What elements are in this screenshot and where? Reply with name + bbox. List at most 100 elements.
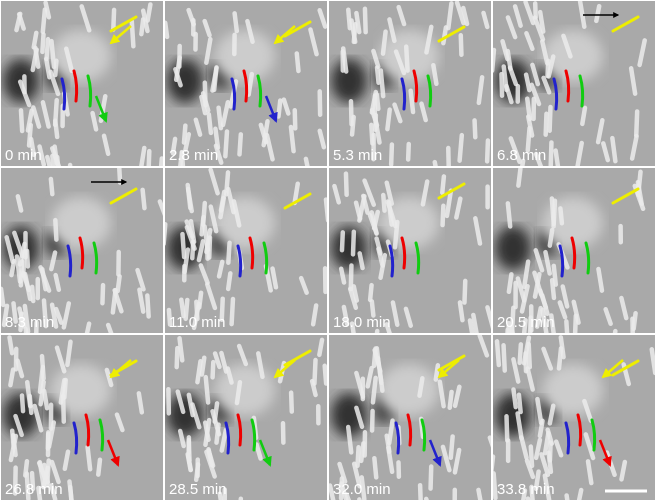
bacterium: [51, 179, 52, 194]
time-label: 20.5 min: [497, 314, 555, 331]
bacterium: [636, 111, 637, 135]
time-label: 5.3 min: [333, 147, 382, 164]
bacterium: [219, 108, 221, 128]
bacterium: [460, 302, 463, 320]
bacterium: [526, 75, 529, 90]
bacterium: [35, 48, 38, 67]
bacterium: [228, 273, 230, 289]
bacterium: [351, 101, 352, 124]
bacterium: [148, 4, 151, 20]
bacterium: [448, 3, 451, 28]
bacterium: [518, 169, 520, 186]
bacterium: [1, 289, 3, 305]
bacterium: [18, 196, 21, 210]
bacterium: [297, 53, 299, 71]
bacterium: [42, 34, 43, 51]
bacterium: [596, 6, 599, 21]
bacterium: [475, 120, 476, 137]
bacterium: [420, 378, 423, 395]
panel: 32.0 min: [329, 335, 497, 502]
bacterium: [102, 285, 103, 303]
bacterium: [25, 461, 27, 475]
bacterium: [291, 393, 292, 412]
time-label: 0 min: [5, 147, 42, 164]
time-lapse-figure: 0 min2.8 min5.3 min6.8 min8.3 min11.0 mi…: [0, 0, 656, 502]
bacterium: [361, 443, 363, 461]
bacterium: [21, 110, 22, 131]
bacterium: [180, 338, 183, 360]
bacterium: [442, 176, 444, 192]
bacterium: [436, 365, 438, 379]
bacterium: [139, 393, 142, 412]
bacterium: [346, 174, 347, 195]
bacterium: [56, 275, 59, 290]
bacterium: [464, 281, 465, 303]
bacterium: [408, 144, 409, 159]
panel-content: [164, 168, 328, 333]
bacterium: [497, 341, 499, 365]
bacterium: [165, 23, 167, 37]
bacterium: [177, 348, 178, 367]
bacterium: [531, 447, 532, 466]
bacterium: [365, 9, 366, 32]
bacterium: [507, 416, 508, 440]
bacterium: [504, 345, 505, 370]
bacterium: [540, 421, 543, 436]
bacterium: [291, 127, 294, 151]
time-label: 11.0 min: [169, 314, 225, 331]
bacterium: [560, 208, 562, 223]
bacterium: [360, 253, 363, 268]
bacterium: [216, 425, 218, 443]
panel-content: [1, 335, 163, 502]
bacterium: [44, 391, 47, 408]
bacterium: [202, 217, 204, 234]
bacterium: [504, 67, 507, 90]
bacterium: [189, 440, 190, 460]
bacterium: [612, 138, 615, 161]
bacterium: [119, 168, 120, 183]
bacterium: [70, 487, 72, 502]
bacterium: [65, 452, 68, 469]
bacterium: [67, 342, 70, 365]
bacterium: [548, 61, 549, 76]
bacterium: [343, 48, 346, 71]
bacterium: [550, 107, 551, 131]
bacterium: [249, 74, 252, 95]
bacterium: [353, 232, 354, 255]
time-label: 26.8 min: [5, 481, 63, 498]
bacterium: [118, 276, 120, 291]
panel: 2.8 min: [165, 1, 327, 177]
time-label: 8.3 min: [5, 314, 54, 331]
bacterium: [370, 285, 371, 300]
bacterium: [239, 134, 240, 154]
bacterium: [550, 230, 552, 246]
bacterium: [196, 464, 198, 479]
bacterium: [113, 10, 114, 30]
time-label: 28.5 min: [169, 481, 227, 498]
bacterium: [10, 337, 13, 353]
bacterium: [354, 286, 357, 300]
bacterium: [143, 190, 145, 208]
bacterium: [406, 47, 407, 71]
panel-content: [490, 335, 655, 502]
bacterium: [520, 344, 521, 362]
bacterium: [197, 361, 200, 382]
bacterium: [228, 243, 229, 263]
bacterium: [32, 287, 33, 301]
bacterium: [519, 395, 521, 412]
bacterium: [377, 95, 379, 109]
panel: 11.0 min: [164, 168, 328, 333]
bacterium: [391, 145, 392, 165]
bacterium: [55, 220, 56, 239]
bacterium: [22, 395, 23, 411]
bacterium: [147, 295, 148, 316]
bacterium: [443, 206, 444, 225]
bacterium: [556, 151, 559, 169]
bacterium: [141, 19, 143, 34]
bacterium: [326, 200, 328, 221]
bacterium: [42, 356, 44, 378]
bacterium: [237, 382, 240, 403]
bacterium: [381, 70, 383, 96]
time-label: 2.8 min: [169, 147, 218, 164]
bacterium: [314, 360, 315, 384]
